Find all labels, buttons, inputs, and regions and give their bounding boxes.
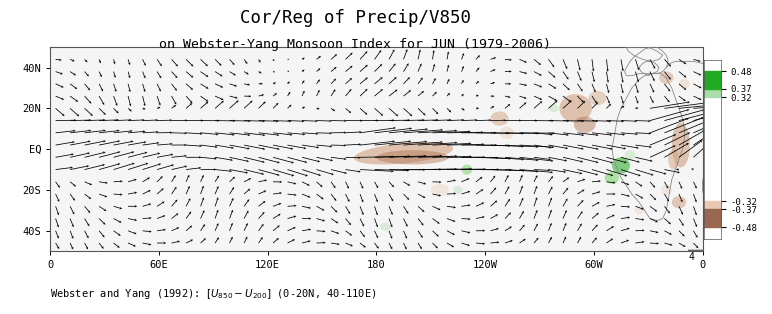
Ellipse shape (377, 150, 449, 165)
Ellipse shape (588, 91, 607, 105)
Ellipse shape (612, 157, 630, 174)
Ellipse shape (550, 104, 558, 112)
Ellipse shape (713, 102, 728, 114)
Ellipse shape (431, 184, 449, 196)
Ellipse shape (659, 72, 673, 84)
Ellipse shape (767, 116, 772, 133)
Ellipse shape (604, 171, 619, 184)
Ellipse shape (661, 185, 672, 195)
Ellipse shape (717, 106, 743, 135)
Text: Webster and Yang (1992): $[U_{850} - U_{200}]$ (0-20N, 40-110E): Webster and Yang (1992): $[U_{850} - U_{… (50, 287, 377, 301)
Text: on Webster-Yang Monsoon Index for JUN (1979-2006): on Webster-Yang Monsoon Index for JUN (1… (159, 38, 551, 51)
Ellipse shape (453, 186, 462, 194)
Ellipse shape (668, 149, 679, 170)
Ellipse shape (672, 122, 690, 167)
Ellipse shape (735, 122, 753, 143)
Ellipse shape (354, 142, 453, 165)
Ellipse shape (672, 196, 686, 208)
Ellipse shape (751, 107, 762, 117)
Ellipse shape (560, 94, 592, 122)
Text: 4: 4 (689, 252, 695, 262)
Ellipse shape (625, 150, 635, 160)
Ellipse shape (574, 116, 596, 133)
Ellipse shape (380, 223, 391, 231)
Ellipse shape (635, 206, 644, 214)
Ellipse shape (679, 79, 690, 89)
Ellipse shape (499, 127, 514, 139)
Ellipse shape (462, 165, 472, 175)
Text: Cor/Reg of Precip/V850: Cor/Reg of Precip/V850 (239, 9, 471, 27)
Ellipse shape (490, 111, 509, 126)
